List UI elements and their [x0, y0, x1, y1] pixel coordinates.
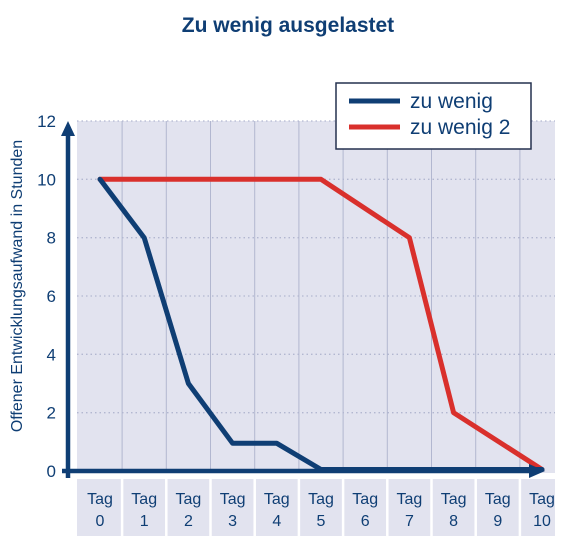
chart-title: Zu wenig ausgelastet [182, 14, 394, 37]
y-axis-arrowhead [61, 121, 75, 136]
x-tick-label: Tag 8 [441, 491, 467, 530]
x-tick-label-word: Tag [441, 491, 467, 508]
x-tick-label-number: 10 [533, 513, 551, 530]
x-tick-label-word: Tag [485, 491, 511, 508]
y-tick-label: 4 [47, 345, 56, 364]
x-tick-label-word: Tag [176, 491, 202, 508]
x-tick-label: Tag 7 [397, 491, 423, 530]
x-tick-label-word: Tag [264, 491, 290, 508]
y-tick-label: 0 [47, 462, 56, 481]
x-tick-label-word: Tag [87, 491, 113, 508]
x-tick-label-number: 0 [96, 513, 105, 530]
series-line-zu-wenig-2 [97, 176, 545, 472]
x-tick-label-number: 1 [140, 513, 149, 530]
x-tick-label-word: Tag [131, 491, 157, 508]
x-tick-label-word: Tag [220, 491, 246, 508]
x-tick-label-number: 5 [317, 513, 326, 530]
x-tick-label-number: 3 [228, 513, 237, 530]
x-tick-label: Tag 5 [308, 491, 334, 530]
y-tick-label: 12 [37, 112, 56, 131]
x-tick-label-number: 7 [405, 513, 414, 530]
legend: zu wenig zu wenig 2 [335, 82, 532, 150]
x-tick-label-number: 8 [449, 513, 458, 530]
x-tick-label-word: Tag [308, 491, 334, 508]
plot-area-background [77, 121, 555, 473]
x-tick-label-number: 6 [361, 513, 370, 530]
x-tick-label: Tag 9 [485, 491, 511, 530]
x-tick-label: Tag 4 [264, 491, 290, 530]
legend-box [335, 82, 532, 150]
y-tick-labels: 0 2 4 6 8 10 12 [37, 112, 56, 481]
x-tick-label-word: Tag [352, 491, 378, 508]
x-tick-label-word: Tag [397, 491, 423, 508]
x-tick-label: Tag 3 [220, 491, 246, 530]
axes [61, 121, 545, 478]
x-axis-arrowhead [529, 464, 545, 478]
y-tick-label: 2 [47, 404, 56, 423]
y-tick-label: 8 [47, 229, 56, 248]
x-tick-label-number: 9 [493, 513, 502, 530]
legend-label-zu-wenig-2: zu wenig 2 [410, 116, 510, 139]
x-tick-label: Tag 1 [131, 491, 157, 530]
x-tick-label-number: 4 [272, 513, 281, 530]
y-tick-label: 10 [37, 170, 56, 189]
x-tick-label-word: Tag [529, 491, 555, 508]
x-tick-label: Tag 0 [87, 491, 113, 530]
x-tick-label: Tag 6 [352, 491, 378, 530]
x-tick-label-number: 2 [184, 513, 193, 530]
x-tick-label: Tag 10 [529, 491, 555, 530]
x-tick-label: Tag 2 [176, 491, 202, 530]
y-axis-label: Offener Entwicklungsaufwand in Stunden [9, 140, 26, 432]
legend-label-zu-wenig: zu wenig [410, 90, 493, 113]
x-tick-labels: Tag 0 Tag 1 Tag 2 Tag 3 Tag 4 Tag 5 Tag 6 Tag 7 Tag 8 Tag 9… [87, 491, 555, 530]
x-label-separators [120, 479, 522, 536]
y-tick-label: 6 [47, 287, 56, 306]
